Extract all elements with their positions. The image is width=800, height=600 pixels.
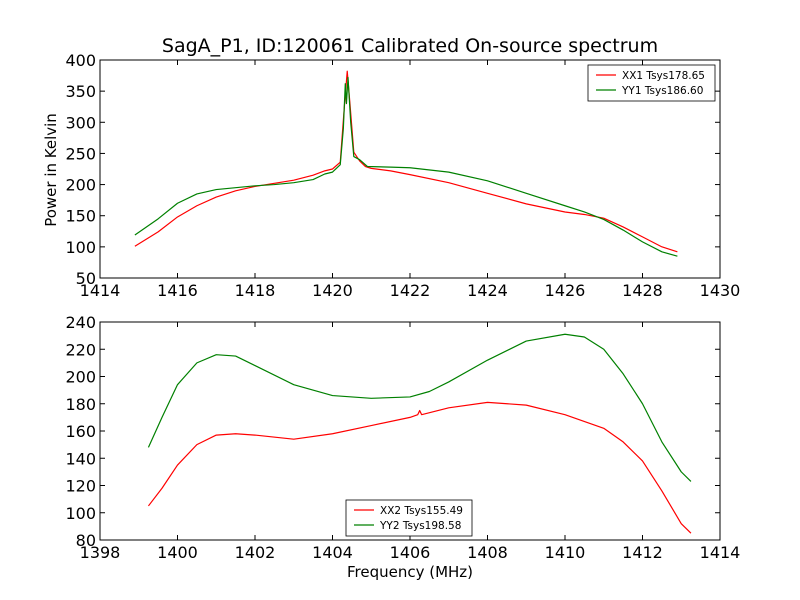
legend: XX2 Tsys155.49 YY2 Tsys198.58 (345, 499, 473, 537)
series-line-2-2 (147, 333, 692, 482)
x-tick-label: 1398 (80, 543, 121, 562)
legend: XX1 Tsys178.65 YY1 Tsys186.60 (587, 64, 716, 102)
x-tick-label: 1416 (157, 281, 198, 300)
x-tick-label: 1406 (390, 543, 431, 562)
x-tick-label: 1420 (312, 281, 353, 300)
x-tick-label: 1410 (545, 543, 586, 562)
y-tick-label: 200 (65, 176, 96, 195)
y-tick-label: 80 (76, 531, 96, 550)
y-tick-label: 100 (65, 238, 96, 257)
x-tick-label: 1426 (545, 281, 586, 300)
x-tick-label: 1428 (622, 281, 663, 300)
y-tick-label: 240 (65, 313, 96, 332)
y-tick-label: 220 (65, 340, 96, 359)
x-tick-label: 1414 (80, 281, 121, 300)
y-tick-label: 250 (65, 144, 96, 163)
legend-box (345, 499, 473, 537)
x-tick-label: 1400 (157, 543, 198, 562)
x-tick-label: 1422 (390, 281, 431, 300)
x-tick-label: 1430 (700, 281, 741, 300)
x-tick-label: 1412 (622, 543, 663, 562)
series-line-1-2 (134, 76, 678, 257)
x-tick-label: 1418 (235, 281, 276, 300)
x-tick-label: 1402 (235, 543, 276, 562)
top-plot: 1414 1416 1418 1420 1422 1424 1426 1428 1430 50 10… (65, 51, 740, 300)
bottom-plot: 1398 1400 1402 1404 1406 1408 1410 1412 1414 80 10… (65, 313, 740, 562)
series-line-1-1 (134, 70, 678, 253)
x-axis-label: Frequency (MHz) (347, 563, 473, 581)
legend-label: XX1 Tsys178.65 (622, 70, 705, 82)
y-tick-label: 160 (65, 422, 96, 441)
x-tick-label: 1408 (467, 543, 508, 562)
y-tick-label: 180 (65, 395, 96, 414)
figure-title: SagA_P1, ID:120061 Calibrated On-source … (162, 35, 658, 57)
x-tick-label: 1424 (467, 281, 508, 300)
y-tick-label: 200 (65, 368, 96, 387)
x-tick-label: 1414 (700, 543, 741, 562)
legend-label: XX2 Tsys155.49 (380, 505, 463, 517)
series-line-2-1 (147, 401, 692, 534)
y-tick-label: 120 (65, 477, 96, 496)
y-tick-label: 150 (65, 207, 96, 226)
y-tick-label: 50 (76, 269, 96, 288)
y-axis-label: Power in Kelvin (42, 113, 60, 227)
x-tick-label: 1404 (312, 543, 353, 562)
y-tick-label: 350 (65, 82, 96, 101)
legend-label: YY2 Tsys198.58 (379, 520, 461, 532)
y-tick-label: 100 (65, 504, 96, 523)
legend-box (587, 64, 716, 102)
y-tick-label: 400 (65, 51, 96, 70)
y-tick-label: 140 (65, 449, 96, 468)
y-tick-label: 300 (65, 113, 96, 132)
legend-label: YY1 Tsys186.60 (621, 85, 703, 97)
